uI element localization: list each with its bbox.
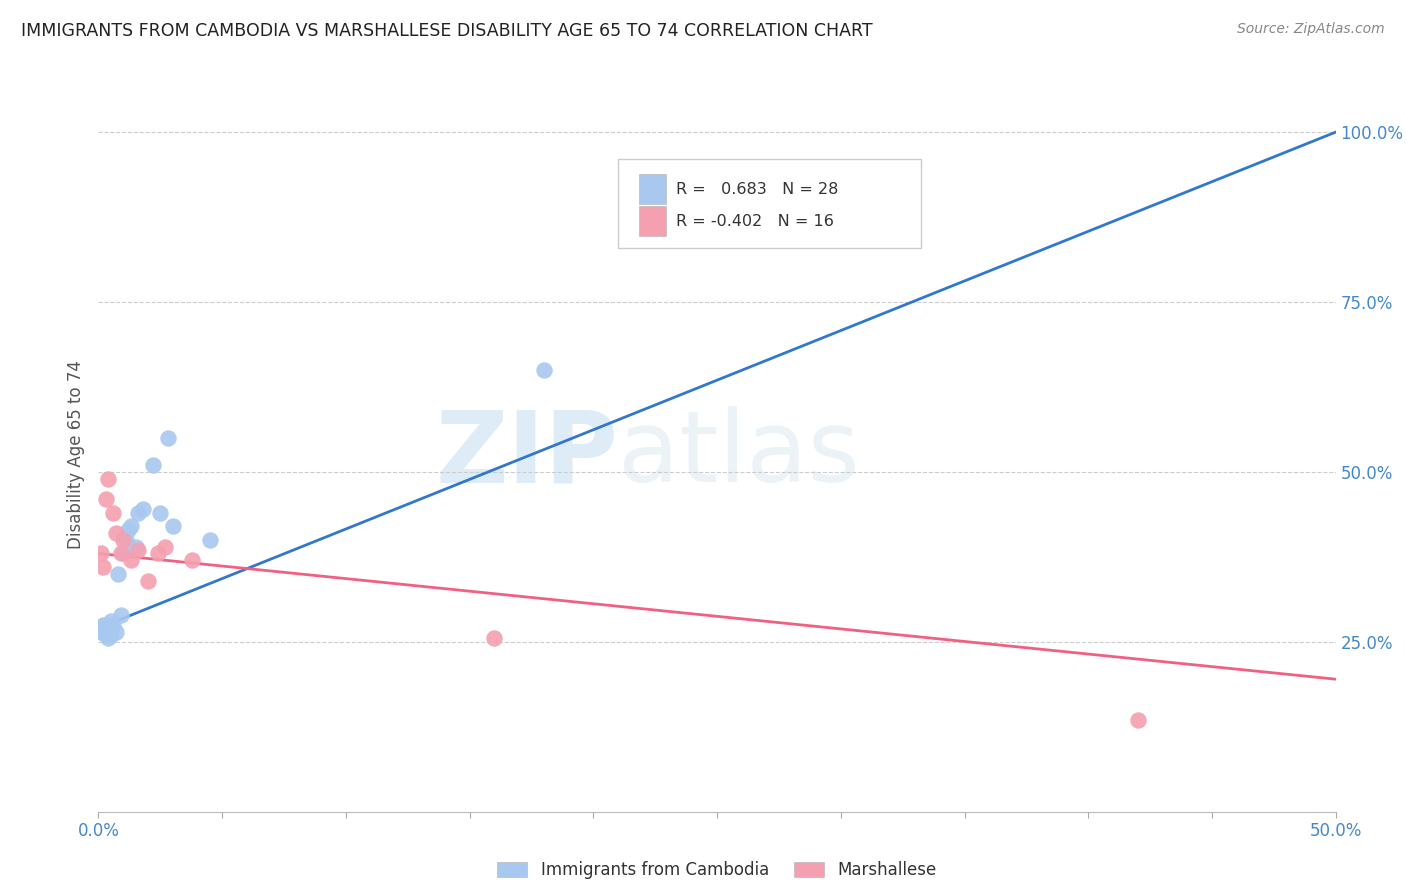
Text: R = -0.402   N = 16: R = -0.402 N = 16 (676, 214, 834, 229)
Point (149, 506, 172, 520)
Point (127, 543, 149, 558)
Point (97, 621, 120, 635)
Point (104, 526, 127, 541)
Bar (640, 206, 666, 236)
Point (162, 519, 184, 533)
Point (146, 546, 169, 560)
Point (100, 615, 122, 629)
Point (93, 621, 115, 635)
Point (94, 624, 117, 639)
Point (94, 492, 117, 507)
Point (120, 553, 142, 567)
Point (132, 502, 155, 516)
Point (1126, 713, 1149, 727)
Point (155, 540, 177, 554)
Point (110, 607, 132, 622)
Point (198, 533, 221, 547)
Point (90, 546, 112, 560)
Point (94, 617, 117, 632)
FancyBboxPatch shape (619, 159, 921, 248)
Point (112, 533, 135, 547)
Point (533, 363, 555, 377)
Point (93, 617, 115, 632)
Text: IMMIGRANTS FROM CAMBODIA VS MARSHALLESE DISABILITY AGE 65 TO 74 CORRELATION CHAR: IMMIGRANTS FROM CAMBODIA VS MARSHALLESE … (21, 22, 873, 40)
Point (100, 628, 122, 642)
Point (94, 628, 117, 642)
Point (127, 506, 149, 520)
Point (107, 566, 129, 581)
Point (120, 519, 142, 533)
Text: atlas: atlas (619, 407, 859, 503)
Text: R =   0.683   N = 28: R = 0.683 N = 28 (676, 182, 838, 197)
Point (117, 523, 139, 537)
Point (104, 624, 127, 639)
Point (97, 472, 120, 486)
Point (112, 546, 135, 560)
Point (124, 540, 146, 554)
Bar (640, 175, 666, 204)
Legend: Immigrants from Cambodia, Marshallese: Immigrants from Cambodia, Marshallese (491, 855, 943, 886)
Point (103, 617, 125, 632)
Point (142, 458, 165, 472)
Point (103, 506, 125, 520)
Text: ZIP: ZIP (436, 407, 619, 503)
Point (114, 533, 136, 547)
Point (97, 632, 120, 646)
Point (90, 624, 112, 639)
Point (181, 553, 204, 567)
Point (156, 431, 179, 445)
Point (110, 546, 132, 560)
Point (136, 574, 159, 588)
Text: Source: ZipAtlas.com: Source: ZipAtlas.com (1237, 22, 1385, 37)
Point (484, 632, 506, 646)
Point (93, 560, 115, 574)
Y-axis label: Disability Age 65 to 74: Disability Age 65 to 74 (66, 360, 84, 549)
Point (90, 621, 112, 635)
